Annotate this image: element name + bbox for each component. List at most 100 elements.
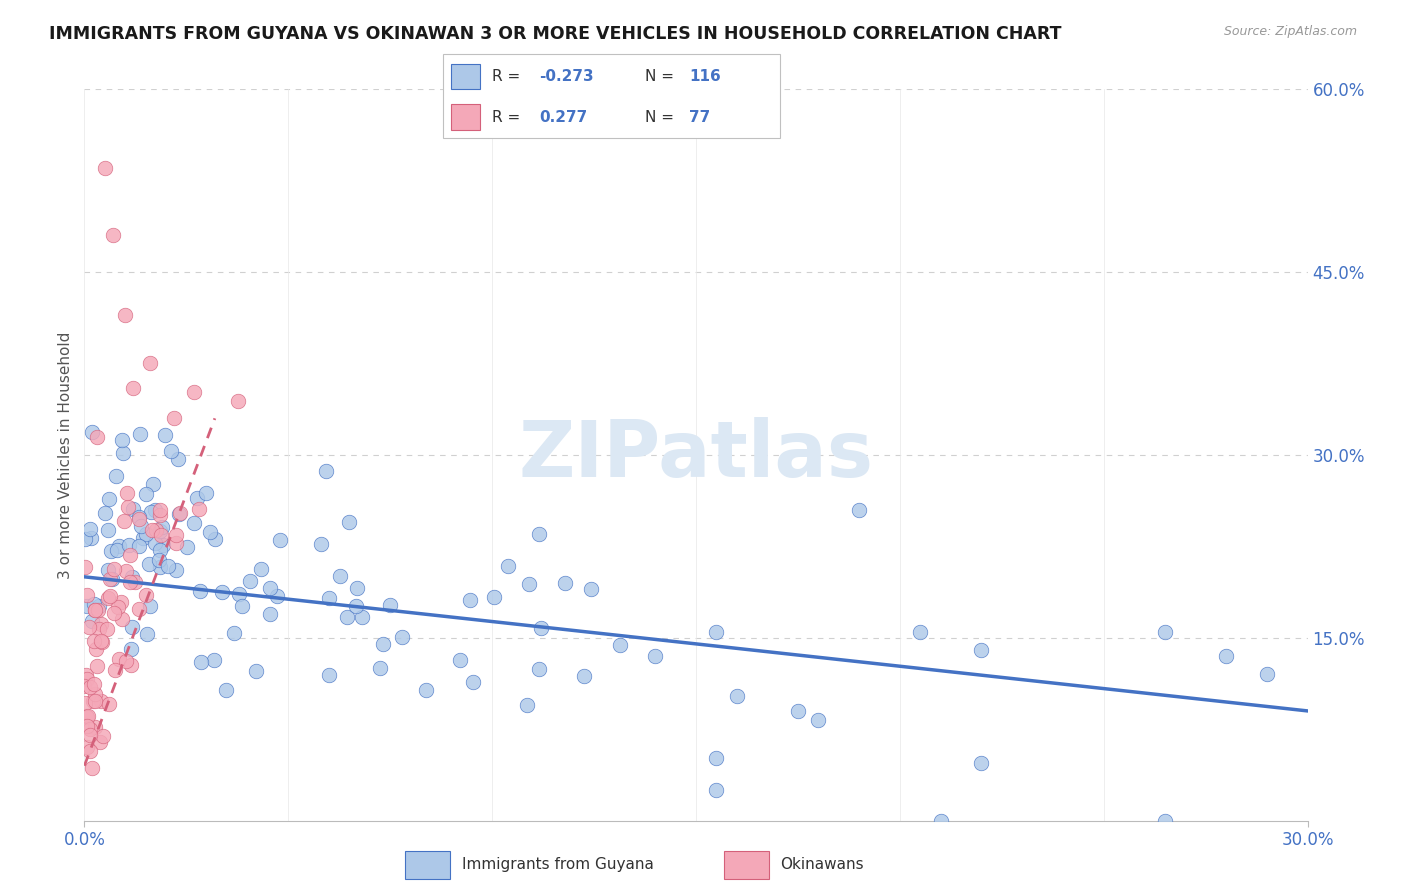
Text: Okinawans: Okinawans	[780, 857, 865, 871]
Point	[315, 464, 337, 478]
Point	[787, 704, 810, 718]
Point	[82, 761, 104, 775]
Point	[84, 603, 107, 617]
Point	[98, 589, 121, 603]
Point	[120, 548, 142, 562]
Point	[574, 668, 596, 682]
Point	[142, 476, 165, 491]
Point	[165, 536, 187, 550]
Bar	[724, 851, 769, 880]
Point	[259, 581, 281, 595]
Point	[93, 729, 115, 743]
Point	[132, 531, 155, 545]
Point	[79, 722, 101, 736]
Point	[1154, 814, 1177, 828]
Point	[706, 783, 728, 797]
Point	[76, 710, 98, 724]
Point	[706, 751, 728, 765]
Point	[83, 677, 105, 691]
Point	[183, 516, 205, 531]
Point	[115, 486, 138, 500]
Point	[239, 574, 262, 588]
Point	[90, 633, 112, 648]
Point	[76, 740, 98, 755]
Point	[204, 532, 226, 546]
Point	[120, 642, 142, 657]
Point	[97, 563, 120, 577]
Point	[76, 672, 98, 686]
Point	[318, 591, 340, 605]
Point	[970, 643, 993, 657]
Point	[76, 599, 98, 614]
Point	[259, 607, 281, 621]
Point	[554, 576, 576, 591]
Point	[128, 602, 150, 616]
Point	[114, 308, 136, 322]
Point	[167, 508, 190, 522]
Point	[141, 523, 163, 537]
Point	[97, 591, 120, 606]
Point	[100, 572, 122, 586]
Point	[527, 527, 550, 541]
Point	[112, 514, 135, 528]
Point	[186, 491, 208, 505]
Point	[1256, 667, 1278, 681]
Point	[80, 532, 103, 546]
Point	[100, 572, 122, 586]
Point	[75, 709, 97, 723]
Point	[190, 655, 212, 669]
Bar	[405, 851, 450, 880]
Point	[87, 622, 110, 636]
Point	[121, 570, 143, 584]
Point	[129, 519, 152, 533]
Point	[149, 508, 172, 523]
Point	[90, 634, 112, 648]
Point	[128, 510, 150, 524]
Point	[188, 583, 211, 598]
Point	[83, 602, 105, 616]
Point	[169, 506, 191, 520]
Point	[86, 430, 108, 444]
Text: ZIPatlas: ZIPatlas	[519, 417, 873, 493]
Point	[135, 588, 157, 602]
Point	[115, 564, 138, 578]
Point	[77, 620, 100, 634]
Point	[482, 590, 505, 604]
Text: 116: 116	[689, 69, 721, 84]
Point	[86, 659, 108, 673]
Point	[152, 520, 174, 534]
Point	[79, 680, 101, 694]
Point	[165, 563, 187, 577]
Point	[245, 664, 267, 678]
Point	[211, 585, 233, 599]
Point	[105, 468, 128, 483]
Point	[84, 641, 107, 656]
Point	[111, 446, 134, 460]
Point	[83, 687, 105, 701]
Point	[90, 616, 112, 631]
Text: -0.273: -0.273	[538, 69, 593, 84]
Point	[76, 588, 98, 602]
Point	[148, 553, 170, 567]
Point	[143, 536, 166, 550]
Point	[79, 744, 101, 758]
Point	[111, 612, 134, 626]
Point	[139, 505, 162, 519]
Point	[143, 503, 166, 517]
Point	[152, 538, 174, 552]
Point	[329, 568, 352, 582]
Point	[128, 511, 150, 525]
Point	[725, 690, 748, 704]
Point	[346, 582, 368, 596]
Point	[73, 680, 96, 694]
Point	[228, 393, 250, 408]
Point	[73, 532, 96, 546]
Point	[138, 356, 160, 370]
Point	[108, 539, 131, 553]
Point	[183, 384, 205, 399]
Point	[463, 674, 485, 689]
Point	[83, 597, 105, 611]
Point	[378, 598, 401, 612]
Point	[970, 756, 993, 771]
Text: 77: 77	[689, 110, 710, 125]
